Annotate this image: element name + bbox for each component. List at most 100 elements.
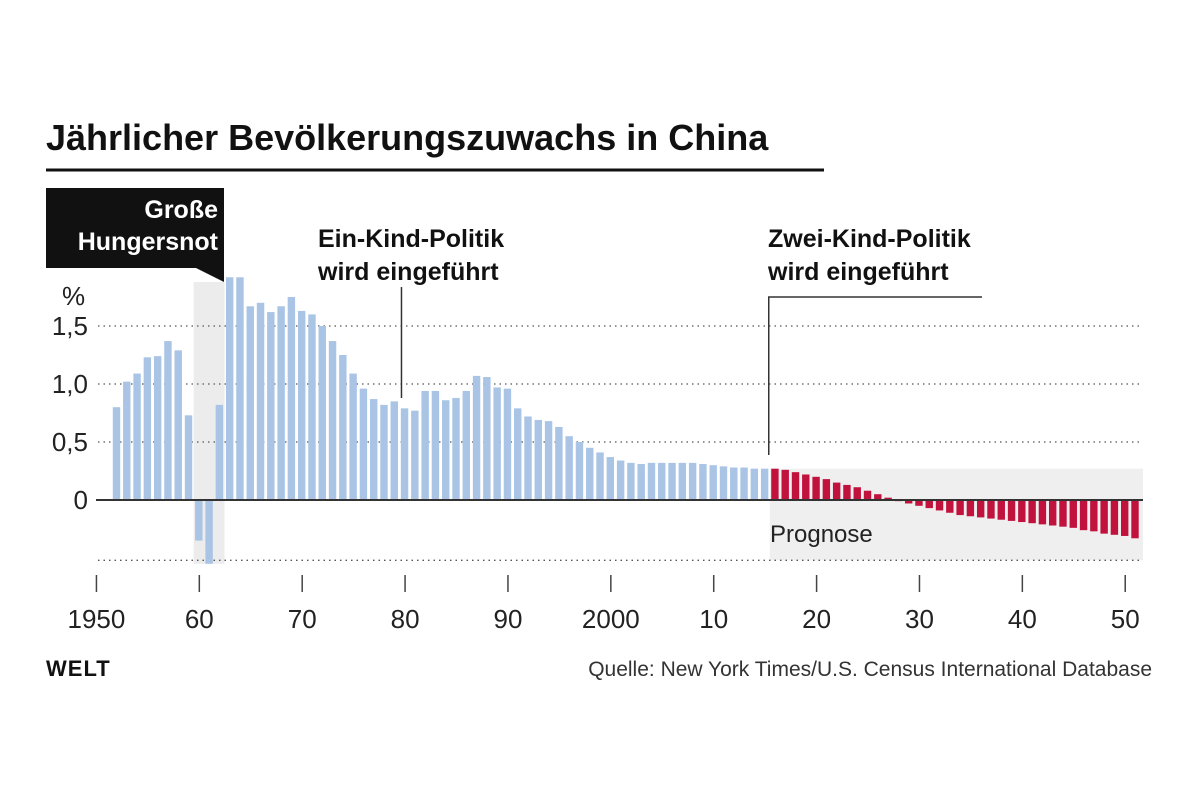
bar-2042 <box>1048 500 1057 526</box>
bar-2014 <box>760 468 769 500</box>
bar-2046 <box>1090 500 1098 532</box>
bar-1985 <box>462 390 470 500</box>
chart-title: Jährlicher Bevölkerungszuwachs in China <box>46 117 769 158</box>
bar-2019 <box>812 476 820 500</box>
y-tick-label: 1,5 <box>52 311 88 341</box>
bar-1994 <box>555 426 563 500</box>
bar-1979 <box>400 408 409 500</box>
x-tick-label: 40 <box>1008 604 1037 634</box>
bar-2048 <box>1110 500 1119 535</box>
bar-1973 <box>339 355 347 500</box>
bar-2000 <box>616 460 625 500</box>
bar-1983 <box>442 400 450 500</box>
bars <box>112 277 1139 564</box>
bar-1960 <box>205 500 213 564</box>
bar-1977 <box>380 404 388 500</box>
bar-2001 <box>627 462 635 500</box>
bar-1955 <box>153 356 162 500</box>
y-tick-label: 1,0 <box>52 369 88 399</box>
bar-2018 <box>802 474 810 500</box>
bar-2031 <box>935 500 944 511</box>
x-tick-label: 60 <box>185 604 214 634</box>
bar-2003 <box>647 462 656 500</box>
bar-2026 <box>884 497 892 500</box>
bar-1974 <box>349 373 357 500</box>
bar-2028 <box>904 500 913 504</box>
y-unit-label: % <box>62 281 85 311</box>
bar-2047 <box>1100 500 1108 534</box>
gridlines <box>98 325 1143 561</box>
bar-2043 <box>1059 500 1067 527</box>
bar-2006 <box>678 462 687 500</box>
bar-1959 <box>195 500 203 541</box>
bar-1984 <box>452 397 460 500</box>
bar-1966 <box>267 312 275 500</box>
bar-1956 <box>164 341 172 500</box>
famine-annotation: Große Hungersnot <box>46 188 224 282</box>
famine-label-pointer <box>196 268 224 282</box>
bar-1962 <box>225 277 234 500</box>
bar-2029 <box>915 500 923 506</box>
bar-1986 <box>472 375 481 500</box>
bar-1972 <box>328 341 337 500</box>
bar-1995 <box>565 436 573 500</box>
bar-1991 <box>524 416 532 500</box>
x-tick-label: 50 <box>1111 604 1140 634</box>
welt-logo: WELT <box>46 656 111 681</box>
famine-label-box <box>46 188 224 268</box>
bar-2007 <box>688 462 697 500</box>
famine-label-line-1: Große <box>144 196 218 224</box>
bar-2039 <box>1018 500 1026 523</box>
bar-1990 <box>514 408 522 500</box>
bar-2010 <box>719 466 728 500</box>
x-tick-label: 1950 <box>68 604 126 634</box>
bar-2009 <box>709 465 717 500</box>
one-child-label-line-1: Ein-Kind-Politik <box>318 225 504 253</box>
bar-2002 <box>637 464 645 500</box>
bar-2045 <box>1079 500 1088 531</box>
bar-2011 <box>730 467 738 500</box>
bar-1976 <box>369 399 378 500</box>
two-child-label-line-1: Zwei-Kind-Politik <box>768 225 971 253</box>
bar-1965 <box>256 302 265 500</box>
bar-1971 <box>318 326 326 500</box>
bar-2020 <box>822 479 831 500</box>
bar-2049 <box>1121 500 1129 536</box>
bar-1961 <box>215 404 224 500</box>
bar-2016 <box>781 469 789 500</box>
bar-2040 <box>1028 500 1036 524</box>
y-tick-labels: 1,5 1,0 0,5 0 <box>52 311 88 515</box>
bar-1980 <box>411 410 419 500</box>
two-child-leader-line <box>768 296 982 455</box>
bar-1996 <box>575 442 584 500</box>
bar-2035 <box>976 500 985 518</box>
bar-2036 <box>987 500 995 519</box>
bar-1964 <box>246 306 254 500</box>
bar-1968 <box>287 297 296 500</box>
bar-2008 <box>699 464 707 500</box>
two-child-annotation: Zwei-Kind-Politik wird eingeführt <box>767 225 982 455</box>
bar-2037 <box>997 500 1005 520</box>
bar-1957 <box>174 350 182 500</box>
bar-1978 <box>390 401 398 500</box>
bar-2004 <box>658 462 666 500</box>
bar-1952 <box>123 381 131 500</box>
x-axis: 1950 60 70 80 90 2000 10 20 30 40 50 <box>68 575 1140 634</box>
bar-1989 <box>503 388 512 500</box>
x-tick-label: 2000 <box>582 604 640 634</box>
bar-1982 <box>431 390 440 500</box>
bar-2030 <box>925 500 933 509</box>
x-tick-label: 90 <box>493 604 522 634</box>
bar-1997 <box>586 447 594 500</box>
bar-1963 <box>236 277 244 500</box>
bar-2033 <box>956 500 964 516</box>
bar-2050 <box>1131 500 1139 539</box>
bar-2005 <box>668 462 676 500</box>
bar-1999 <box>606 457 615 500</box>
forecast-label: Prognose <box>770 521 873 548</box>
one-child-label-line-2: wird eingeführt <box>317 258 499 286</box>
bar-2021 <box>832 482 841 500</box>
x-tick-label: 20 <box>802 604 831 634</box>
bar-1987 <box>483 377 491 500</box>
